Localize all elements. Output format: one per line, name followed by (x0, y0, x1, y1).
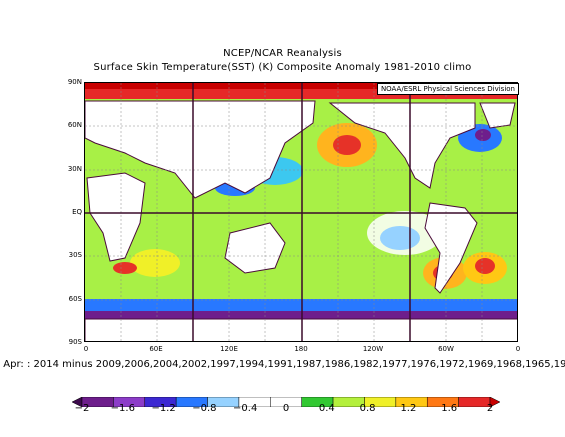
lat-label: EQ (72, 208, 82, 216)
colorbar-tick-label: −0.4 (233, 403, 258, 414)
lat-label: 90S (68, 338, 82, 346)
colorbar-tick-label: 2 (486, 403, 494, 414)
lon-label: 180 (294, 345, 308, 353)
chart-subtitle: Surface Skin Temperature(SST) (K) Compos… (93, 62, 472, 73)
colorbar (72, 397, 500, 407)
colorbar-arrow-high (489, 397, 500, 407)
colorbar-tick-label: 0.4 (318, 403, 335, 414)
colorbar-swatch (458, 397, 491, 407)
colorbar-tick-label: −0.8 (192, 403, 217, 414)
land-greenland (479, 102, 516, 129)
lat-label: 60N (67, 121, 82, 129)
lon-label: 120E (220, 345, 238, 353)
colorbar-tick-label: 1.2 (400, 403, 417, 414)
sst-anomaly-map (84, 82, 518, 342)
lat-label: 90N (67, 78, 82, 86)
lon-label: 120W (362, 345, 384, 353)
composite-caption: o Apr: : 2014 minus 2009,2006,2004,2002,… (0, 359, 565, 370)
lon-label: 60E (149, 345, 163, 353)
land-eurasia (85, 100, 316, 199)
lon-label: 60W (438, 345, 454, 353)
colorbar-tick-label: −1.2 (151, 403, 176, 414)
lat-label: 30N (67, 165, 82, 173)
lat-label: 30S (68, 251, 82, 259)
land-north-america (328, 102, 476, 189)
colorbar-tick-label: 0 (282, 403, 290, 414)
chart-title: NCEP/NCAR Reanalysis (223, 48, 342, 59)
lon-label: 0 (83, 345, 89, 353)
colorbar-tick-label: −2 (74, 403, 90, 414)
colorbar-tick-label: 1.6 (441, 403, 458, 414)
lat-label: 60S (68, 295, 82, 303)
colorbar-tick-label: 0.8 (359, 403, 376, 414)
lon-label: 0 (515, 345, 521, 353)
colorbar-tick-label: −1.6 (110, 403, 135, 414)
land-australia (224, 222, 286, 274)
land-africa (86, 172, 146, 262)
credit-box: NOAA/ESRL Physical Sciences Division (376, 83, 519, 95)
